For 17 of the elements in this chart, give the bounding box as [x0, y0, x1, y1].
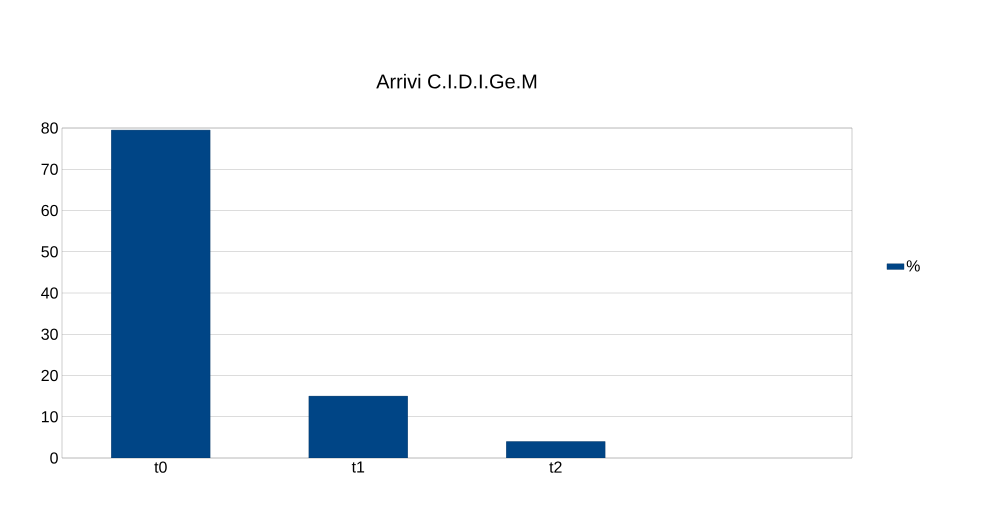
y-tick-label: 0 [50, 452, 58, 464]
y-tick-label: 60 [42, 204, 58, 216]
y-tick-label: 80 [41, 122, 58, 134]
y-tick-label: 50 [41, 246, 58, 258]
y-tick-label: 30 [41, 328, 58, 340]
bar [308, 396, 408, 458]
bar [506, 441, 606, 458]
y-tick-label: 70 [42, 164, 58, 175]
x-tick-label: t0 [154, 462, 167, 473]
x-tick-label: t2 [549, 462, 562, 473]
chart-title: Arrivi C.I.D.I.Ge.M [376, 74, 536, 89]
x-tick-label: t1 [352, 462, 364, 473]
y-tick-label: 20 [42, 370, 58, 382]
legend-label: % [906, 260, 920, 272]
y-tick-label: 10 [42, 411, 58, 422]
y-tick-label: 40 [41, 287, 58, 299]
bar [111, 130, 210, 458]
